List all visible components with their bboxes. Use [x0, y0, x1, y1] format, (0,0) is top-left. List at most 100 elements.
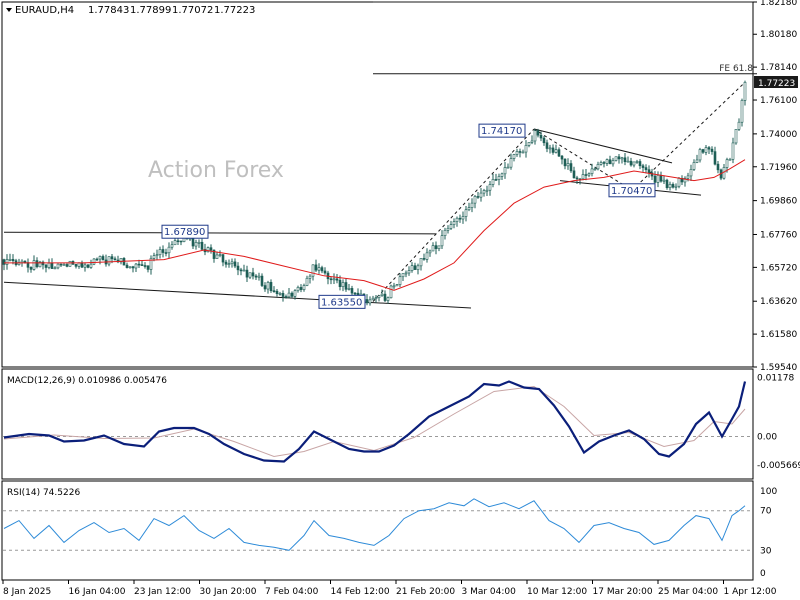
candle-body — [710, 148, 714, 152]
candle-body — [413, 265, 417, 270]
candle-body — [695, 159, 699, 163]
candle-body — [329, 278, 333, 281]
candle-body — [107, 256, 111, 265]
candle-body — [2, 259, 6, 265]
candle-body — [278, 293, 282, 295]
candle-body — [284, 296, 288, 298]
candle-body — [248, 272, 252, 278]
time-tick-label: 7 Feb 04:00 — [265, 587, 319, 597]
candle-body — [290, 292, 294, 297]
time-tick-label: 25 Mar 04:00 — [658, 587, 718, 597]
candle-body — [347, 288, 351, 290]
candle-body — [464, 209, 468, 217]
trendline[interactable] — [3, 281, 472, 309]
candle-body — [149, 258, 153, 270]
candle-body — [383, 293, 387, 301]
candle-body — [590, 168, 594, 174]
price-tick-label: 1.59540 — [760, 363, 797, 373]
time-tick-label: 30 Jan 20:00 — [200, 587, 257, 597]
candle-body — [152, 255, 156, 259]
macd-main-line — [3, 380, 747, 463]
candle-body — [434, 245, 438, 250]
fib-extension-label: FE 100.0 — [714, 0, 754, 2]
candle-body — [692, 162, 696, 170]
candle-body — [656, 175, 660, 183]
candle-body — [92, 258, 96, 265]
candle-body — [734, 129, 738, 144]
rsi-tick-label: 30 — [760, 546, 772, 556]
candle-body — [593, 168, 597, 171]
candle-body — [488, 184, 492, 191]
candle-body — [275, 290, 279, 294]
price-tick-label: 1.69860 — [760, 197, 797, 207]
open-value: 1.77843 — [88, 5, 129, 16]
price-tick-label: 1.65720 — [760, 263, 797, 273]
price-tick-label: 1.63620 — [760, 297, 797, 307]
candle-body — [704, 147, 708, 153]
candle-body — [392, 285, 396, 288]
candle-body — [101, 256, 105, 261]
candle-body — [527, 142, 531, 146]
candle-body — [524, 145, 528, 153]
candle-body — [698, 149, 702, 161]
candle-body — [686, 175, 690, 179]
candle-body — [236, 265, 240, 271]
candle-body — [317, 267, 321, 271]
candle-body — [545, 142, 549, 149]
candle-body — [599, 162, 603, 165]
candle-body — [215, 254, 219, 259]
candle-body — [212, 249, 216, 259]
trendline[interactable] — [372, 128, 535, 302]
chart-header: EURAUD,H4 1.77843 1.77899 1.77072 1.7722… — [6, 5, 255, 16]
candle-body — [515, 151, 519, 155]
candle-body — [536, 130, 540, 136]
candle-body — [368, 299, 372, 304]
candle-body — [68, 260, 72, 267]
candle-body — [737, 121, 741, 130]
macd-tick-label: 0.00 — [757, 433, 777, 443]
candle-body — [257, 275, 261, 278]
candle-body — [242, 269, 246, 272]
candle-body — [731, 142, 735, 160]
candle-body — [689, 169, 693, 177]
candle-body — [314, 264, 318, 271]
candle-body — [665, 179, 669, 189]
trendline[interactable] — [3, 231, 437, 235]
candle-body — [425, 252, 429, 260]
price-annotation-box — [161, 224, 209, 239]
candle-body — [485, 189, 489, 192]
price-annotation-label: 1.63550 — [321, 297, 362, 308]
candle-body — [647, 169, 651, 174]
candle-body — [311, 264, 315, 277]
current-price-label: 1.77223 — [758, 79, 795, 89]
candle-body — [167, 246, 171, 254]
candle-body — [509, 158, 513, 168]
candle-body — [668, 184, 672, 189]
candle-body — [452, 221, 456, 226]
trendline[interactable] — [631, 81, 746, 191]
candle-body — [140, 264, 144, 266]
high-value: 1.77899 — [130, 5, 171, 16]
trendline[interactable] — [533, 128, 673, 164]
candle-body — [479, 192, 483, 198]
candle-body — [50, 262, 54, 269]
candle-body — [554, 149, 558, 153]
candle-body — [407, 270, 411, 274]
price-annotation-label: 1.67890 — [164, 227, 205, 238]
candle-body — [620, 157, 624, 160]
time-tick-label: 1 Apr 12:00 — [724, 587, 777, 597]
collapse-triangle-icon[interactable] — [6, 8, 12, 12]
candle-body — [293, 290, 297, 297]
candle-body — [512, 154, 516, 159]
candle-body — [419, 258, 423, 267]
candle-body — [287, 292, 291, 298]
candle-body — [428, 250, 432, 254]
candle-body — [443, 229, 447, 236]
candle-body — [125, 264, 129, 268]
candle-body — [74, 264, 78, 267]
candle-body — [500, 173, 504, 177]
candle-body — [683, 177, 687, 183]
trendline[interactable] — [533, 128, 633, 191]
